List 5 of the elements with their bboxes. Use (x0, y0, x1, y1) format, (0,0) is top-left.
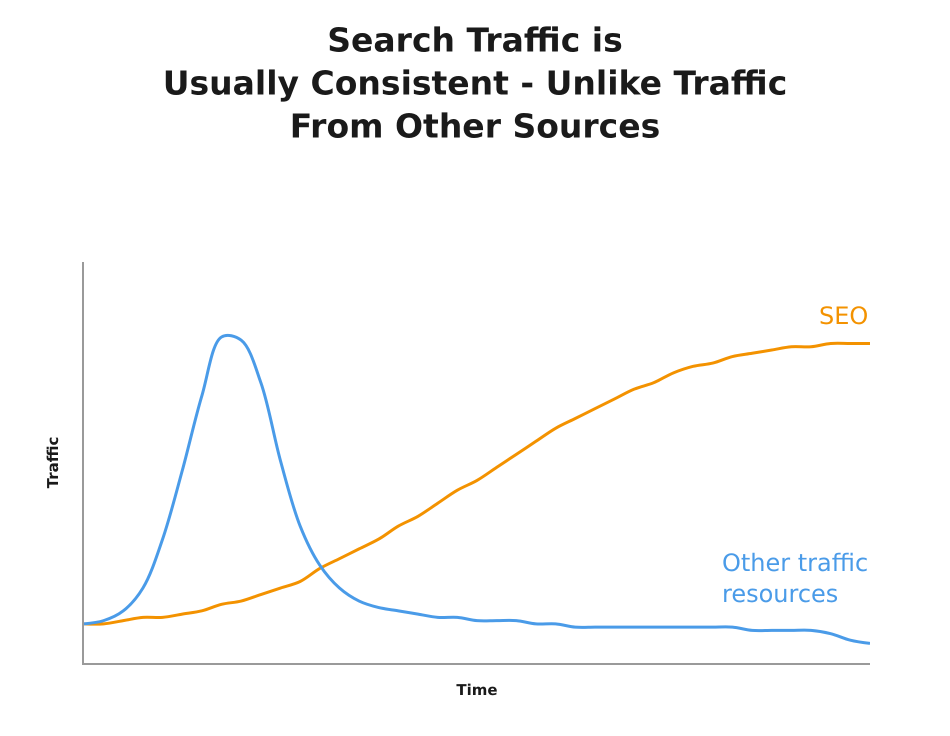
chart-title: Search Traffic is Usually Consistent - Unlike Traffic From Other Sources (162, 20, 788, 146)
x-axis-title: Time (456, 680, 498, 699)
y-axis-title: Traffic (44, 436, 62, 488)
series-label: Other traffic resources (722, 549, 868, 608)
series-label: SEO (819, 302, 868, 330)
